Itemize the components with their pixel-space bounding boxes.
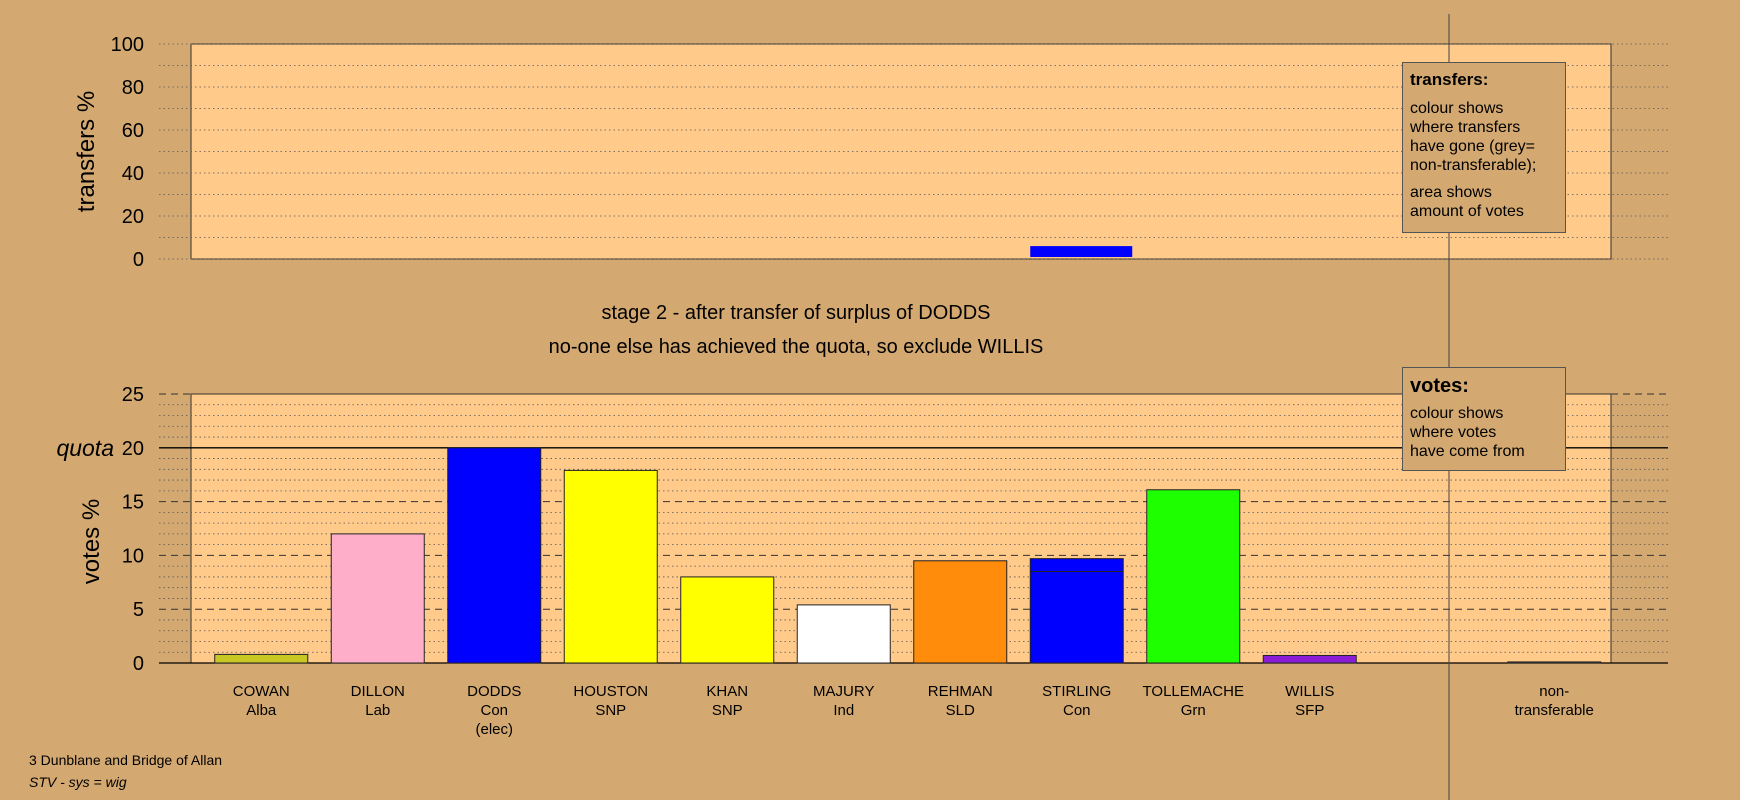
- vote-bar: [330, 533, 425, 664]
- candidate-label: SLD: [946, 702, 975, 719]
- transfers-tick-label: 20: [122, 206, 144, 228]
- system-label: STV - sys = wig: [29, 774, 127, 790]
- candidate-label: HOUSTON: [573, 683, 648, 700]
- transfer-bar: [1030, 246, 1133, 257]
- transfers-panel: 0 20 40 60 80 100 transfers %: [73, 34, 1668, 271]
- votes-axis-label: votes %: [78, 499, 105, 584]
- candidate-label: DODDS: [467, 683, 521, 700]
- transfers-axis-label: transfers %: [73, 91, 100, 212]
- vote-bar: [1146, 489, 1241, 664]
- candidate-label: non-: [1539, 683, 1569, 700]
- vote-bar: [1262, 654, 1357, 664]
- transfers-legend: transfers: colour shows where transfers …: [1402, 62, 1566, 233]
- candidate-label: DILLON: [351, 683, 405, 700]
- votes-legend-title: votes:: [1410, 375, 1469, 397]
- transfers-legend-title: transfers:: [1410, 70, 1489, 89]
- vote-bar: [913, 560, 1008, 664]
- candidate-label: KHAN: [706, 683, 748, 700]
- candidate-label: Grn: [1181, 702, 1206, 719]
- candidate-label: transferable: [1515, 702, 1594, 719]
- votes-tick-label: 25: [122, 384, 144, 406]
- votes-plot-area: [190, 393, 1612, 664]
- stage-subtitle: no-one else has achieved the quota, so e…: [549, 336, 1044, 358]
- votes-tick-label: 0: [133, 653, 144, 675]
- vote-bar: [563, 469, 658, 664]
- candidate-label: TOLLEMACHE: [1143, 683, 1244, 700]
- candidate-label: Lab: [365, 702, 390, 719]
- candidate-label: (elec): [475, 721, 513, 738]
- vote-bar: [1507, 661, 1602, 664]
- candidate-label: Alba: [246, 702, 277, 719]
- candidate-label: STIRLING: [1042, 683, 1111, 700]
- vote-bar: [680, 576, 775, 664]
- votes-tick-label: 10: [122, 545, 144, 567]
- transfers-legend-text-area: area shows amount of votes: [1410, 184, 1524, 220]
- vote-bar: [1029, 558, 1124, 664]
- transfers-tick-label: 40: [122, 163, 144, 185]
- votes-legend-text: colour shows where votes have come from: [1410, 405, 1525, 460]
- vote-bar: [447, 447, 542, 664]
- candidate-label: COWAN: [233, 683, 290, 700]
- candidate-label: SFP: [1295, 702, 1324, 719]
- votes-panel: 0 5 10 15 20 25 quota votes % COWAN Alba DILLON Lab…: [56, 384, 1668, 738]
- vote-bar: [796, 604, 891, 664]
- vote-bar: [214, 653, 309, 664]
- stage-title: stage 2 - after transfer of surplus of D…: [601, 302, 990, 324]
- constituency-label: 3 Dunblane and Bridge of Allan: [29, 752, 223, 768]
- candidate-label: REHMAN: [928, 683, 993, 700]
- transfers-tick-label: 80: [122, 77, 144, 99]
- transfers-tick-label: 0: [133, 249, 144, 271]
- transfers-tick-label: 100: [111, 34, 144, 56]
- candidate-label: MAJURY: [813, 683, 874, 700]
- candidate-label: Con: [480, 702, 508, 719]
- transfers-legend-text: colour shows where transfers have gone (…: [1410, 100, 1537, 174]
- votes-tick-label: 5: [133, 599, 144, 621]
- quota-label: quota: [56, 435, 114, 461]
- votes-tick-label: 20: [122, 438, 144, 460]
- votes-tick-label: 15: [122, 492, 144, 514]
- transfers-tick-label: 60: [122, 120, 144, 142]
- candidate-label: WILLIS: [1285, 683, 1334, 700]
- candidate-label: SNP: [712, 702, 743, 719]
- candidate-label: SNP: [595, 702, 626, 719]
- candidate-label: Con: [1063, 702, 1091, 719]
- candidate-label: Ind: [833, 702, 854, 719]
- votes-legend: votes: colour shows where votes have com…: [1402, 367, 1566, 471]
